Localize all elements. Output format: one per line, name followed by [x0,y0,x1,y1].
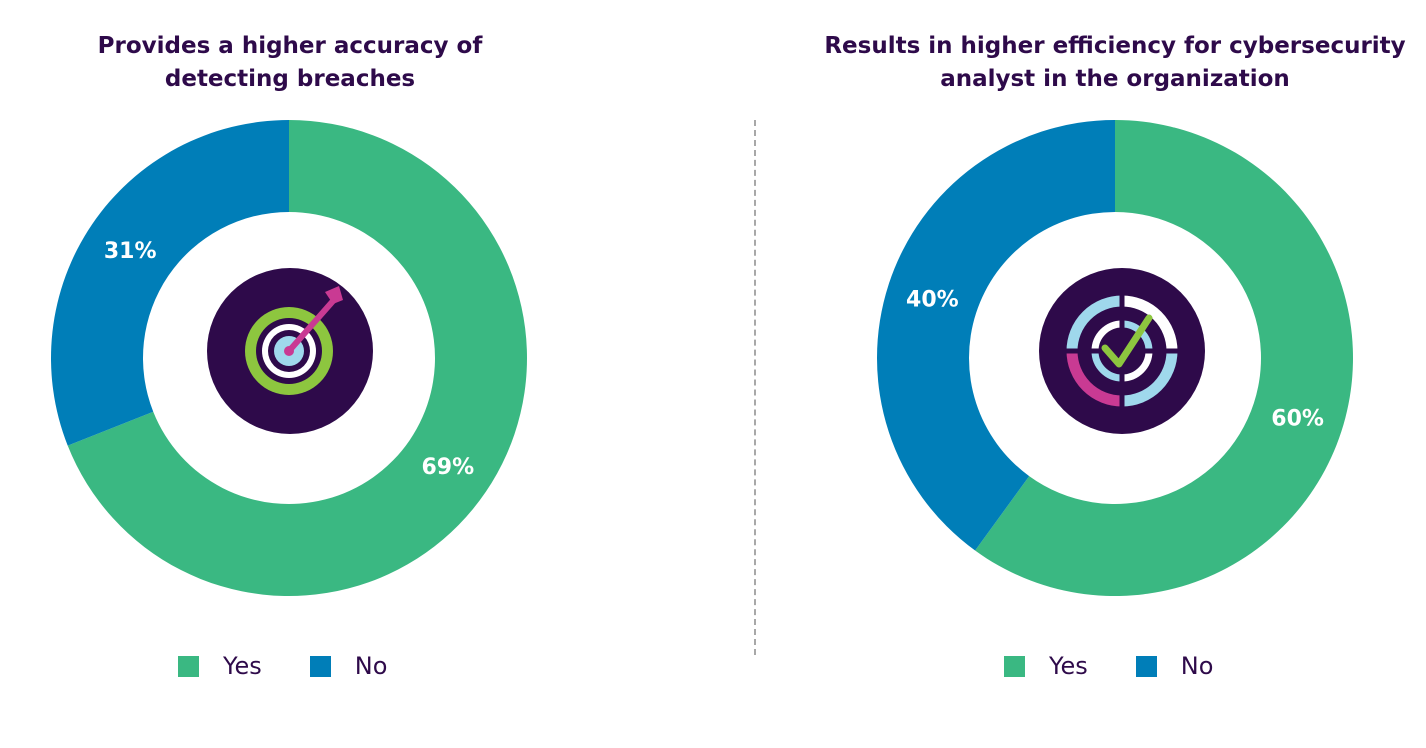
legend-swatch-no [1135,655,1157,677]
legend-label-yes: Yes [1049,652,1088,680]
legend-item-yes: Yes [1004,652,1088,680]
legend-efficiency: Yes No [1004,652,1261,680]
target-arrow-icon [207,268,373,434]
data-label-no: 40% [906,288,959,313]
legend-item-no: No [1135,652,1214,680]
donut-chart-accuracy: 69% 31% [50,120,527,596]
slice-no [877,120,1115,551]
chart-title-efficiency: Results in higher efficiency for cyberse… [824,33,1406,92]
progress-check-icon [1039,268,1205,434]
slice-no [50,120,289,446]
legend-label-no: No [1180,652,1214,680]
legend-swatch-yes [178,655,199,677]
legend-label-no: No [354,652,388,680]
legend-item-no: No [309,652,388,680]
legend-swatch-yes [1004,655,1025,677]
data-label-no: 31% [104,239,157,264]
chart-title-accuracy: Provides a higher accuracy of detecting … [97,33,483,92]
legend-accuracy: Yes No [178,652,435,680]
legend-item-yes: Yes [178,652,262,680]
donut-chart-efficiency: 60% 40% [877,120,1353,596]
data-label-yes: 60% [1271,406,1324,431]
legend-label-yes: Yes [223,652,262,680]
data-label-yes: 69% [421,455,474,480]
slice-yes [975,120,1353,596]
legend-swatch-no [309,655,331,677]
slice-yes [67,120,527,596]
divider [754,120,756,655]
